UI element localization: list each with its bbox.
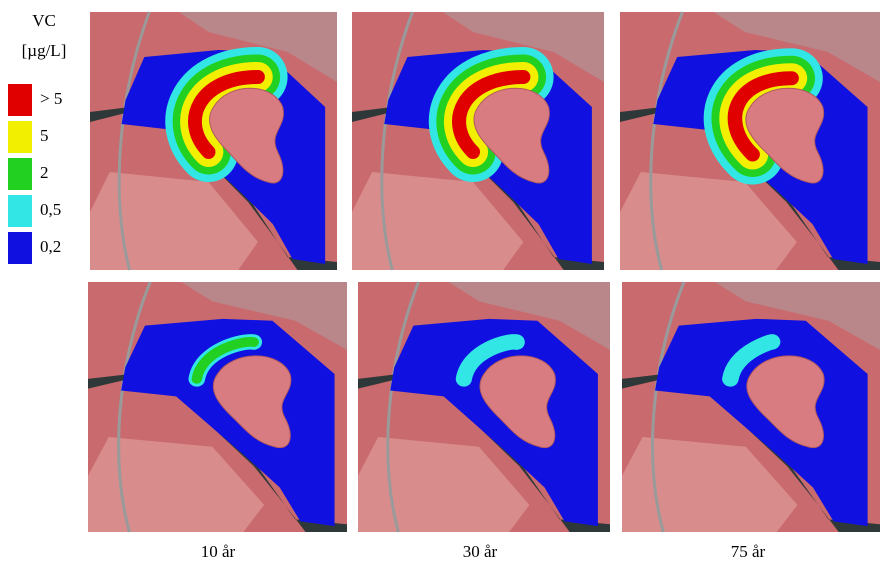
map-panel — [622, 281, 880, 533]
road — [117, 281, 152, 533]
column-labels: 10 år 30 år 75 år — [201, 542, 766, 561]
column-label: 30 år — [463, 542, 498, 561]
legend-swatch — [8, 121, 32, 153]
legend-label: > 5 — [40, 89, 62, 108]
legend-label: 0,2 — [40, 237, 61, 256]
map-panel — [88, 281, 347, 533]
legend-swatch — [8, 195, 32, 227]
plume-band — [191, 337, 259, 384]
legend-unit: [µg/L] — [22, 41, 67, 60]
plume-band — [455, 334, 525, 387]
road — [117, 11, 151, 271]
field-area — [90, 172, 258, 270]
plume-band — [452, 70, 531, 159]
legend-label: 0,5 — [40, 200, 61, 219]
column-label: 10 år — [201, 542, 236, 561]
field-area — [622, 437, 798, 532]
urban-area — [714, 282, 880, 350]
urban-area — [181, 282, 347, 350]
urban-area — [178, 12, 337, 82]
urban-area — [713, 12, 880, 82]
island — [745, 87, 825, 184]
legend: > 5 5 2 0,5 0,2 — [8, 84, 62, 264]
map-panel — [358, 281, 610, 533]
legend-label: 5 — [40, 126, 49, 145]
island — [212, 355, 292, 449]
plume-band — [727, 71, 799, 162]
plume-band — [722, 334, 781, 387]
island — [746, 355, 825, 449]
road — [386, 281, 420, 533]
field-area — [620, 172, 797, 270]
map-panel — [620, 11, 880, 271]
field-area — [88, 437, 265, 532]
field-area — [352, 172, 524, 270]
legend-label: 2 — [40, 163, 49, 182]
urban-area — [442, 12, 604, 82]
field-area — [358, 437, 530, 532]
legend-swatch — [8, 158, 32, 190]
column-label: 75 år — [731, 542, 766, 561]
panels — [88, 11, 880, 533]
road — [649, 11, 684, 271]
urban-area — [448, 282, 610, 350]
island — [473, 87, 550, 184]
legend-swatch — [8, 84, 32, 116]
plume-band — [188, 70, 265, 159]
legend-title: VC — [32, 11, 56, 30]
island — [479, 355, 556, 449]
road — [650, 281, 686, 533]
map-panel — [90, 11, 337, 271]
legend-swatch — [8, 232, 32, 264]
road — [380, 11, 414, 271]
map-panel — [352, 11, 604, 271]
island — [209, 87, 284, 184]
